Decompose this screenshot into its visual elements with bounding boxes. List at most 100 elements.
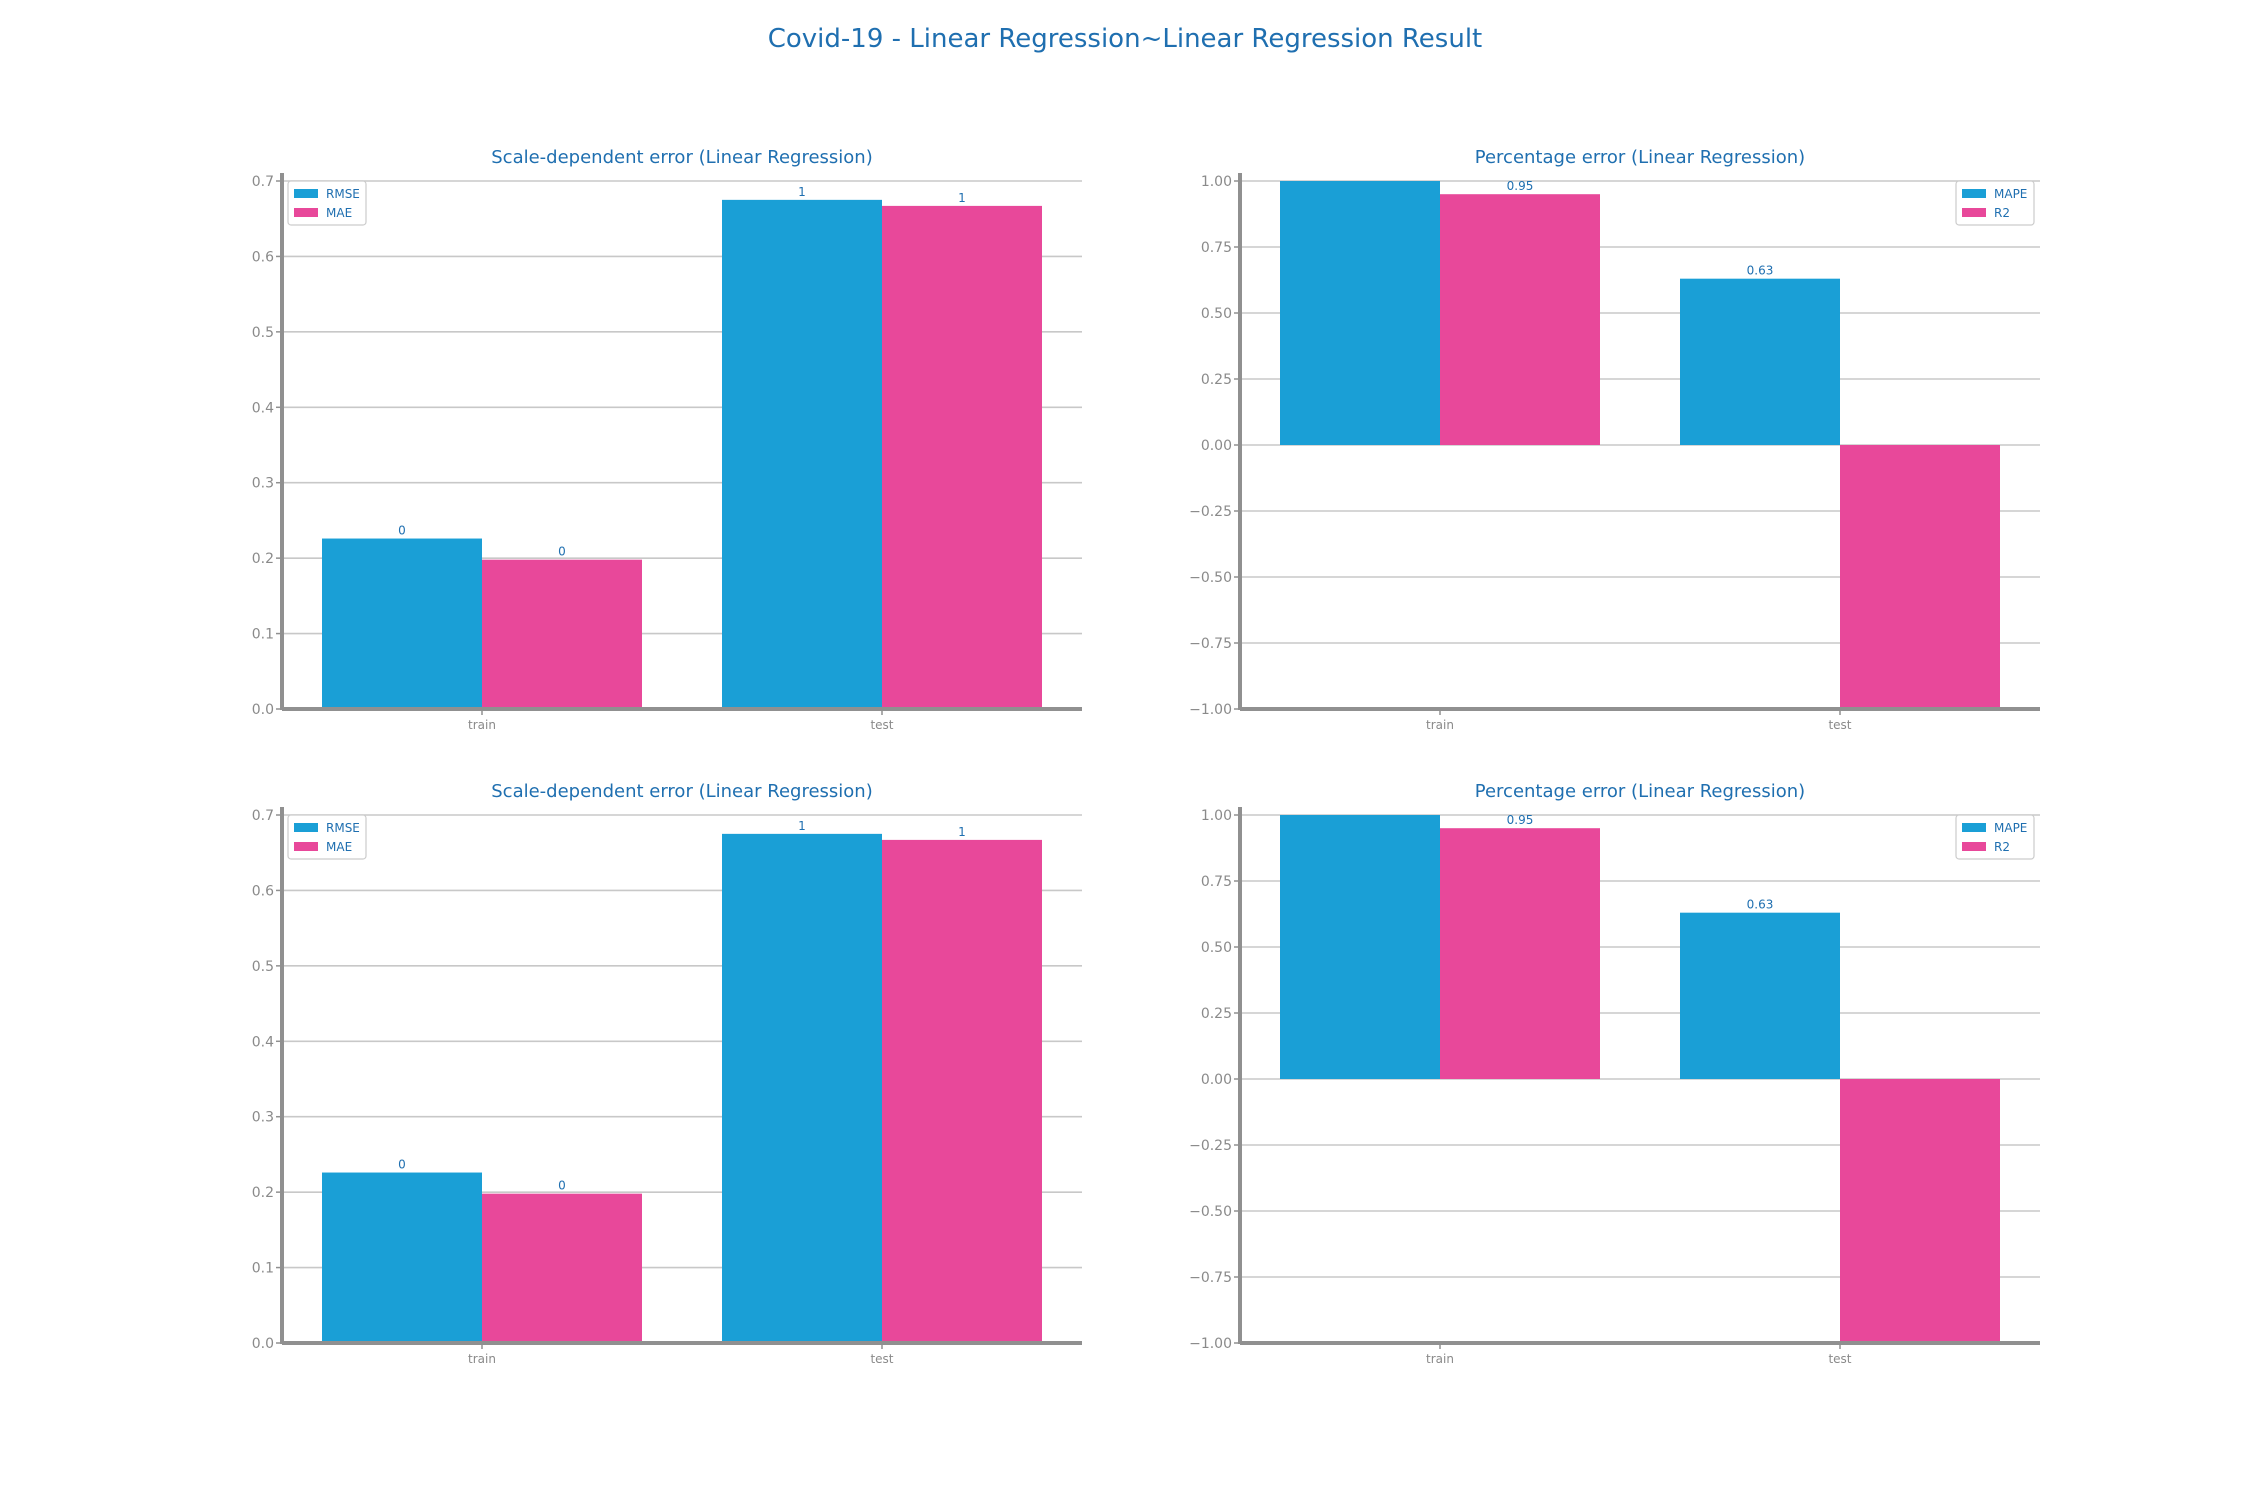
y-tick-label: 0.4 bbox=[252, 1034, 274, 1050]
x-tick-label: train bbox=[468, 718, 496, 732]
legend-label: RMSE bbox=[326, 821, 360, 835]
bar-mae-train bbox=[482, 1193, 642, 1343]
y-tick-label: 0.2 bbox=[252, 551, 274, 567]
y-tick-label: 0.00 bbox=[1201, 1072, 1232, 1088]
bar-r2-train bbox=[1440, 194, 1600, 445]
data-label: 0 bbox=[398, 524, 406, 538]
x-tick-label: test bbox=[870, 718, 893, 732]
data-label: 0.63 bbox=[1747, 898, 1774, 912]
y-tick-label: −0.50 bbox=[1189, 1204, 1232, 1220]
bar-r2-train bbox=[1440, 828, 1600, 1079]
legend-swatch bbox=[294, 823, 318, 832]
y-tick-label: 1.00 bbox=[1201, 808, 1232, 824]
y-tick-label: 0.75 bbox=[1201, 240, 1232, 256]
data-label: 0.95 bbox=[1507, 813, 1534, 827]
y-tick-label: 0.6 bbox=[252, 883, 274, 899]
legend-swatch bbox=[1962, 189, 1986, 198]
legend-label: MAPE bbox=[1994, 821, 2027, 835]
y-tick-label: −0.25 bbox=[1189, 1138, 1232, 1154]
bar-mape-test bbox=[1680, 278, 1840, 445]
y-tick-label: −1.00 bbox=[1189, 702, 1232, 718]
y-tick-label: 0.5 bbox=[252, 959, 274, 975]
data-label: 1 bbox=[958, 825, 966, 839]
y-tick-label: 0.50 bbox=[1201, 940, 1232, 956]
x-tick-label: test bbox=[1828, 718, 1851, 732]
legend: RMSE MAE bbox=[287, 180, 367, 226]
legend: MAPE R2 bbox=[1955, 814, 2035, 860]
y-tick-label: 0.50 bbox=[1201, 306, 1232, 322]
bar-mape-test bbox=[1680, 912, 1840, 1079]
legend-swatch bbox=[1962, 842, 1986, 851]
x-tick-label: train bbox=[468, 1352, 496, 1366]
y-tick-label: 0.1 bbox=[252, 627, 274, 643]
chart-scale-top: Scale-dependent error (Linear Regression… bbox=[252, 147, 1082, 732]
legend-label: R2 bbox=[1994, 840, 2010, 854]
y-tick-label: 0.6 bbox=[252, 249, 274, 265]
legend-swatch bbox=[294, 189, 318, 198]
y-tick-label: 0.0 bbox=[252, 702, 274, 718]
y-tick-label: 0.4 bbox=[252, 400, 274, 416]
y-tick-label: 0.25 bbox=[1201, 1006, 1232, 1022]
y-tick-label: −0.75 bbox=[1189, 1270, 1232, 1286]
figure-title: Covid-19 - Linear Regression~Linear Regr… bbox=[767, 24, 1483, 54]
legend-label: MAPE bbox=[1994, 187, 2027, 201]
data-label: 0.95 bbox=[1507, 179, 1534, 193]
data-label: 0.63 bbox=[1747, 264, 1774, 278]
x-tick-label: train bbox=[1426, 718, 1454, 732]
y-tick-label: 0.00 bbox=[1201, 438, 1232, 454]
y-tick-label: 0.7 bbox=[252, 174, 274, 190]
y-tick-label: −0.25 bbox=[1189, 504, 1232, 520]
x-tick-label: test bbox=[870, 1352, 893, 1366]
legend-swatch bbox=[294, 208, 318, 217]
y-tick-label: −0.50 bbox=[1189, 570, 1232, 586]
bar-mape-train bbox=[1280, 815, 1440, 1079]
legend-swatch bbox=[1962, 208, 1986, 217]
bar-mape-train bbox=[1280, 181, 1440, 445]
y-tick-label: −1.00 bbox=[1189, 1336, 1232, 1352]
bar-r2-test bbox=[1840, 1079, 2000, 1343]
y-tick-label: 0.7 bbox=[252, 808, 274, 824]
data-label: 0 bbox=[398, 1158, 406, 1172]
data-label: 0 bbox=[558, 545, 566, 559]
chart-title: Percentage error (Linear Regression) bbox=[1475, 147, 1805, 168]
bar-rmse-train bbox=[322, 1172, 482, 1343]
bar-mae-test bbox=[882, 839, 1042, 1343]
legend-swatch bbox=[1962, 823, 1986, 832]
bar-mae-train bbox=[482, 559, 642, 709]
legend-swatch bbox=[294, 842, 318, 851]
y-tick-label: 0.1 bbox=[252, 1261, 274, 1277]
x-tick-label: test bbox=[1828, 1352, 1851, 1366]
legend-label: R2 bbox=[1994, 206, 2010, 220]
legend: RMSE MAE bbox=[287, 814, 367, 860]
y-tick-label: 0.2 bbox=[252, 1185, 274, 1201]
data-label: 0 bbox=[558, 1179, 566, 1193]
data-label: 1 bbox=[958, 191, 966, 205]
y-tick-label: 0.75 bbox=[1201, 874, 1232, 890]
y-tick-label: 0.0 bbox=[252, 1336, 274, 1352]
chart-scale-bottom: Scale-dependent error (Linear Regression… bbox=[252, 781, 1082, 1366]
chart-title: Scale-dependent error (Linear Regression… bbox=[491, 147, 872, 168]
bar-mae-test bbox=[882, 205, 1042, 710]
bar-rmse-train bbox=[322, 538, 482, 709]
x-tick-label: train bbox=[1426, 1352, 1454, 1366]
y-tick-label: 0.3 bbox=[252, 476, 274, 492]
legend: MAPE R2 bbox=[1955, 180, 2035, 226]
y-tick-label: 1.00 bbox=[1201, 174, 1232, 190]
legend-label: MAE bbox=[326, 206, 352, 220]
data-label: 1 bbox=[798, 819, 806, 833]
y-tick-label: 0.5 bbox=[252, 325, 274, 341]
chart-pct-bottom: Percentage error (Linear Regression) −1.0… bbox=[1189, 781, 2040, 1366]
bar-rmse-test bbox=[722, 833, 882, 1343]
legend-label: RMSE bbox=[326, 187, 360, 201]
y-tick-label: −0.75 bbox=[1189, 636, 1232, 652]
legend-label: MAE bbox=[326, 840, 352, 854]
chart-pct-top: Percentage error (Linear Regression) −1.0… bbox=[1189, 147, 2040, 732]
chart-title: Percentage error (Linear Regression) bbox=[1475, 781, 1805, 802]
chart-title: Scale-dependent error (Linear Regression… bbox=[491, 781, 872, 802]
bar-rmse-test bbox=[722, 199, 882, 709]
data-label: 1 bbox=[798, 185, 806, 199]
y-tick-label: 0.3 bbox=[252, 1110, 274, 1126]
bar-r2-test bbox=[1840, 445, 2000, 709]
